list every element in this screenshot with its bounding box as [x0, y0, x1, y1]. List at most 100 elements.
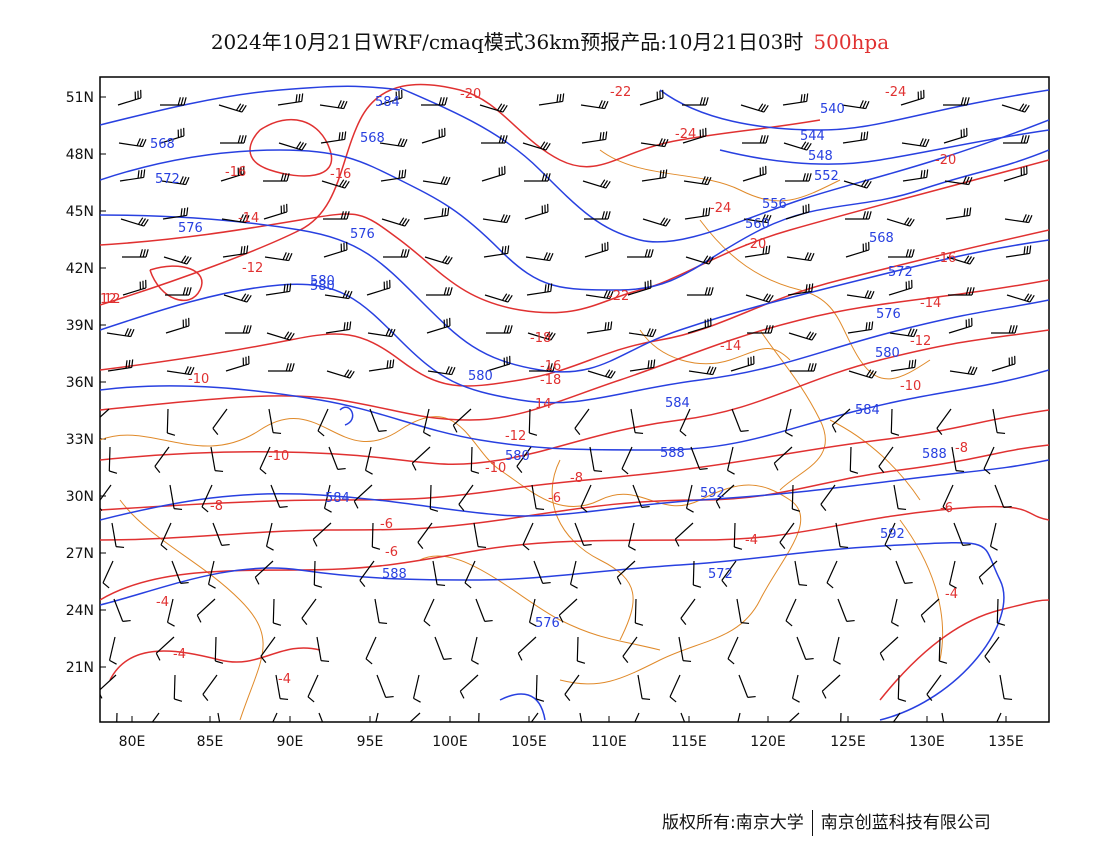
wind-barb: [900, 89, 925, 106]
wind-barb: [268, 408, 282, 435]
lat-tick-label: 48N: [66, 147, 94, 163]
wind-barb: [634, 712, 640, 722]
wind-barb: [742, 135, 769, 144]
temperature-contour-label: -24: [675, 127, 696, 142]
height-contours: [100, 85, 1049, 721]
height-contour: [100, 369, 1049, 451]
wind-barb: [365, 636, 377, 665]
temperature-contour: [100, 83, 821, 306]
wind-barb: [948, 287, 975, 296]
wind-barb: [421, 127, 446, 144]
boundary-line: [119, 499, 264, 721]
wind-barb: [841, 100, 870, 110]
wind-barb: [586, 321, 613, 334]
wind-barb: [682, 97, 709, 106]
contour-labels: 584 580 568 588 572 576 580 576 580 584 588 592 544 5…: [100, 85, 968, 687]
temperature-contour: [100, 505, 1049, 601]
temperature-contour-label: -14: [238, 211, 259, 226]
wind-barb: [486, 325, 513, 334]
temperature-contour-label: -14: [920, 296, 941, 311]
wind-barb: [886, 217, 915, 227]
temperature-contour: [879, 599, 1049, 701]
temperature-contour-label: -16: [330, 167, 351, 182]
wind-barb: [786, 252, 815, 262]
wind-barb: [936, 408, 952, 436]
temperature-contour-label: -12: [242, 261, 263, 276]
wind-barb: [978, 560, 998, 585]
wind-barb: [221, 214, 250, 224]
wind-barb: [326, 369, 355, 379]
wind-barb: [641, 169, 668, 182]
wind-barb: [528, 598, 537, 627]
wind-barb: [265, 283, 292, 296]
wind-barb: [687, 317, 712, 334]
wind-barb: [522, 141, 551, 151]
wind-barb: [630, 408, 644, 435]
wind-barb: [1006, 293, 1035, 303]
wind-barb: [538, 93, 565, 106]
wind-barb: [994, 484, 1012, 508]
wind-barb: [155, 636, 175, 661]
wind-barb: [715, 484, 735, 509]
boundary-line: [699, 219, 931, 380]
temperature-contour-label: -6: [380, 517, 393, 532]
wind-barb: [379, 138, 408, 148]
height-contour: [100, 85, 401, 126]
wind-barb: [207, 560, 216, 589]
wind-barb: [421, 97, 448, 106]
lon-tick-label: 115E: [671, 734, 707, 750]
wind-barb: [100, 408, 110, 419]
wind-barb: [581, 131, 608, 144]
height-contour: [100, 149, 1049, 291]
height-contour: [659, 89, 1049, 131]
height-contour-label: 580: [310, 279, 335, 294]
wind-barb: [427, 366, 456, 376]
wind-barb: [481, 135, 508, 144]
height-contour-label: 556: [762, 197, 787, 212]
lat-tick-label: 39N: [66, 318, 94, 334]
height-contour-label: 580: [875, 346, 900, 361]
wind-barb: [953, 522, 971, 546]
wind-barb: [212, 522, 230, 546]
wind-barb: [328, 446, 346, 470]
wind-barb: [214, 636, 224, 664]
wind-barb: [948, 317, 973, 334]
wind-barb: [169, 484, 183, 511]
wind-barb: [680, 598, 696, 626]
latitude-axis: 51N 48N 45N 42N 39N 36N 33N 30N 27N 24N 21N: [66, 90, 106, 676]
temperature-contour-label: 12: [104, 292, 121, 307]
wind-barb: [481, 165, 506, 182]
lon-tick-label: 110E: [591, 734, 627, 750]
temperature-contour-label: -12: [505, 429, 526, 444]
wind-barb: [323, 241, 348, 258]
lon-tick-label: 90E: [277, 734, 304, 750]
wind-barb: [533, 560, 551, 584]
wind-barb: [318, 712, 324, 722]
wind-barb: [108, 636, 117, 665]
wind-barb: [640, 138, 669, 148]
wind-barb: [475, 598, 493, 622]
temperature-contour-label: -20: [460, 87, 481, 102]
wind-barb: [218, 103, 247, 113]
boundary-line: [551, 459, 634, 641]
wind-barb: [616, 560, 636, 585]
lon-tick-label: 125E: [830, 734, 866, 750]
wind-barb: [569, 560, 578, 589]
wind-barb: [787, 283, 814, 296]
wind-barb: [470, 636, 479, 665]
height-contour-label: 560: [745, 217, 770, 232]
wind-barb: [111, 522, 125, 549]
temperature-contour-label: -10: [188, 372, 209, 387]
wind-barb: [878, 446, 894, 474]
wind-barb: [516, 446, 532, 474]
wind-barb: [217, 712, 221, 722]
wind-barb: [996, 712, 1002, 722]
temperature-contour-label: -18: [530, 331, 551, 346]
height-contour-label: 584: [855, 403, 880, 418]
wind-barb: [895, 560, 913, 584]
height-contour-label: 568: [360, 131, 385, 146]
wind-barb: [580, 484, 592, 513]
wind-barb: [324, 290, 353, 300]
wind-barb: [426, 287, 453, 296]
wind-barb: [788, 331, 817, 341]
